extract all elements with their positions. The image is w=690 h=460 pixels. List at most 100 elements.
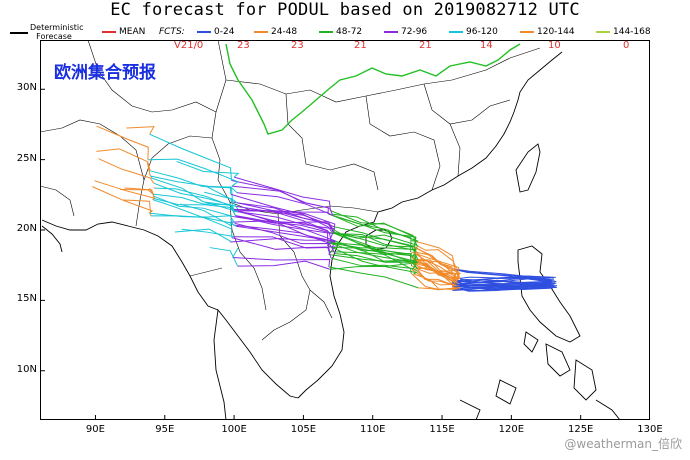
chart-title: EC forecast for PODUL based on 201908271… (110, 0, 580, 20)
lon-tick-label: 125E (567, 424, 594, 435)
ensemble-track-segment (203, 201, 239, 213)
legend: Deterministic Forecase MEAN FCTS: 0-24 2… (0, 22, 690, 50)
ensemble-track-segment (149, 133, 233, 181)
ensemble-track-segment (457, 286, 552, 290)
ensemble-track-segment (153, 193, 236, 216)
ensemble-forecast-title: 欧洲集合预报 (54, 63, 156, 83)
legend-item-0-24: 0-24 (197, 27, 234, 37)
ensemble-track-segment (209, 247, 239, 267)
ensemble-track-segment (454, 283, 556, 288)
ensemble-track-segment (234, 210, 329, 243)
watermark: @weatherman_倍欣 (564, 437, 682, 451)
ensemble-track-segment (237, 260, 331, 270)
ensemble-track-segment (232, 256, 331, 267)
legend-item-96-120: 96-120 (449, 27, 498, 37)
ensemble-track-segment (418, 287, 461, 291)
fcts-label: FCTS: (159, 27, 185, 37)
ensemble-track-segment (415, 253, 456, 284)
ensemble-track-segment (451, 277, 557, 283)
ensemble-track-segment (333, 232, 418, 270)
date-label: 10 (548, 40, 561, 51)
ensemble-track-segment (96, 148, 151, 171)
ensemble-track-segment (232, 224, 331, 252)
legend-item-24-48: 24-48 (254, 27, 297, 37)
ensemble-track-segment (331, 242, 417, 255)
ensemble-track-segment (411, 240, 456, 270)
ensemble-track-segment (231, 180, 329, 214)
map-panel: V21/0 23 23 21 21 14 10 0 (40, 40, 650, 420)
lat-tick-label: 15N (16, 293, 37, 305)
date-label: 21 (419, 40, 432, 51)
lon-tick-label: 100E (221, 424, 247, 435)
ensemble-track-segment (234, 222, 336, 254)
date-label: 23 (237, 40, 250, 51)
ensemble-track-segment (331, 231, 419, 259)
ensemble-track-segment (126, 126, 155, 135)
ensemble-track-segment (232, 247, 239, 258)
ensemble-track-segment (416, 262, 460, 280)
lon-tick-label: 120E (498, 424, 525, 435)
ensemble-track-segment (230, 193, 332, 232)
ensemble-track-segment (332, 228, 412, 274)
date-label: 21 (354, 40, 367, 51)
lat-tick-label: 20N (16, 223, 37, 234)
lon-tick-label: 90E (85, 424, 105, 435)
ensemble-track-segment (230, 197, 238, 204)
ensemble-track-segment (150, 170, 234, 202)
ensemble-track-segment (231, 185, 333, 215)
ensemble-track-segment (330, 210, 418, 246)
ensemble-track-segment (153, 195, 236, 224)
lon-tick-label: 115E (429, 424, 455, 435)
ensemble-track-segment (416, 245, 458, 271)
ensemble-track-segment (335, 253, 417, 264)
ensemble-track-segment (417, 268, 455, 291)
axes (40, 88, 650, 420)
ensemble-track-segment (152, 199, 237, 227)
ensemble-track-segment (230, 238, 336, 244)
ensemble-track-segment (334, 242, 418, 270)
lat-tick-label: 25N (16, 152, 37, 164)
legend-item-72-96: 72-96 (384, 27, 427, 37)
ensemble-track-segment (149, 188, 155, 197)
ensemble-track-segment (459, 285, 558, 292)
map-frame (40, 40, 650, 420)
lat-tick-label: 10N (16, 363, 37, 375)
lat-tick-label: 30N (16, 82, 37, 94)
ensemble-track-segment (146, 162, 151, 177)
ensemble-track-segment (233, 210, 335, 234)
legend-item-120-144: 120-144 (520, 27, 575, 37)
ensemble-track-segment (454, 282, 551, 291)
ensemble-track-segment (456, 278, 556, 283)
ensemble-track-segment (328, 266, 419, 289)
ensemble-track-segment (233, 176, 331, 211)
legend-item-144-168: 144-168 (596, 27, 651, 37)
ensemble-track-segment (332, 213, 412, 252)
ensemble-track-segment (459, 275, 555, 279)
ensemble-track-segment (174, 228, 231, 243)
ensemble-tracks (92, 125, 558, 292)
ensemble-track-segment (229, 185, 238, 194)
lon-tick-label: 110E (360, 424, 386, 435)
date-label: 14 (480, 40, 493, 51)
ensemble-track-segment (459, 278, 552, 285)
ensemble-track-segment (413, 273, 460, 290)
coastlines (41, 51, 621, 420)
ensemble-track-segment (94, 180, 156, 200)
ensemble-track-segment (147, 158, 239, 187)
ensemble-track-segment (454, 268, 550, 280)
lon-tick-label: 105E (290, 424, 317, 435)
ensemble-track-segment (96, 125, 149, 160)
date-label-prefix: V21/0 (174, 40, 203, 51)
ensemble-track-segment (122, 199, 152, 216)
ensemble-track-segment (98, 158, 155, 184)
lon-tick-label: 95E (155, 424, 175, 435)
legend-item-mean: MEAN (102, 27, 145, 37)
ensemble-track-segment (206, 186, 235, 210)
ensemble-track-segment (235, 215, 333, 244)
date-label: 0 (623, 40, 629, 51)
ensemble-track-segment (153, 187, 156, 189)
green-border-line (225, 43, 521, 135)
ensemble-track-segment (332, 246, 418, 263)
ensemble-track-segment (154, 187, 236, 212)
deterministic-label: Deterministic Forecase (30, 23, 84, 41)
